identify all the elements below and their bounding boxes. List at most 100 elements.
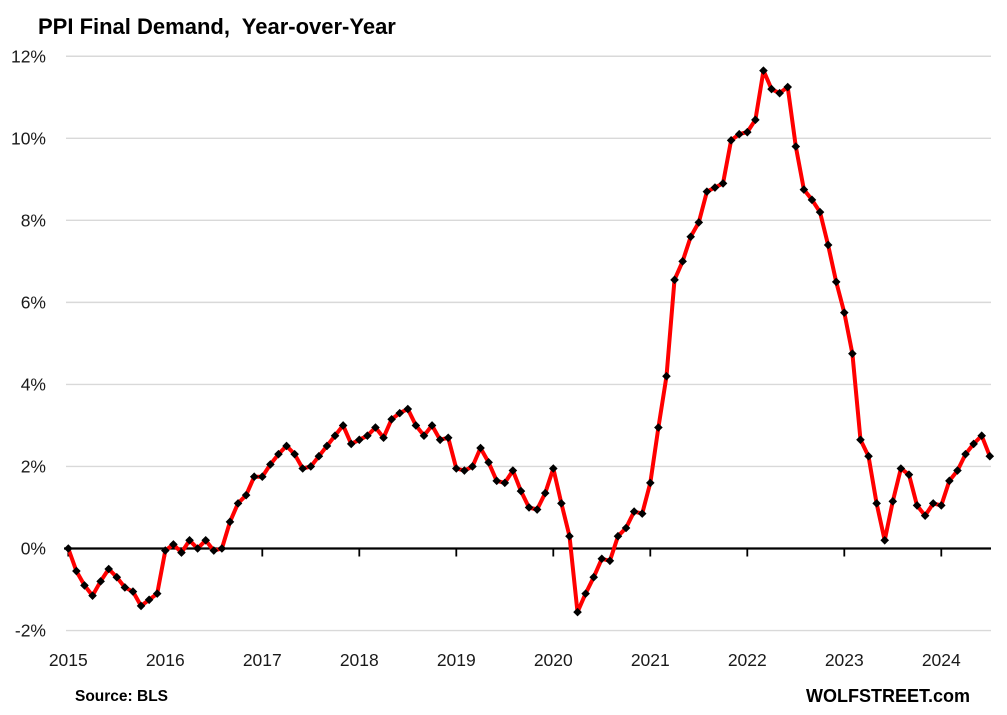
data-marker xyxy=(419,431,429,440)
data-marker xyxy=(751,115,760,125)
data-marker xyxy=(233,499,243,508)
data-marker xyxy=(872,499,881,508)
data-marker xyxy=(96,577,105,586)
data-marker xyxy=(225,517,235,527)
data-marker xyxy=(306,462,316,471)
data-marker xyxy=(936,501,946,510)
data-marker xyxy=(257,472,267,482)
data-marker xyxy=(557,499,566,508)
data-marker xyxy=(516,486,526,496)
data-marker xyxy=(403,404,413,414)
data-marker xyxy=(888,497,898,506)
data-marker xyxy=(451,464,461,473)
y-axis-label: 12% xyxy=(11,46,46,66)
data-marker xyxy=(759,66,768,75)
data-marker xyxy=(136,601,146,611)
y-axis-label: 4% xyxy=(21,374,46,394)
data-marker xyxy=(128,587,138,596)
data-marker xyxy=(726,136,736,145)
x-axis-label: 2015 xyxy=(49,650,88,670)
data-marker xyxy=(152,589,162,598)
x-axis-labels: 2015 2016 2017 2018 2019 2020 2021 2022 2023 2024 xyxy=(49,650,961,670)
data-marker xyxy=(427,421,437,430)
data-marker xyxy=(565,531,574,541)
data-marker xyxy=(274,449,283,459)
data-marker xyxy=(912,501,922,510)
gridlines xyxy=(66,55,991,632)
data-marker xyxy=(411,421,421,430)
data-marker xyxy=(985,451,995,461)
data-marker xyxy=(484,458,493,467)
data-marker xyxy=(775,88,784,98)
x-axis-label: 2018 xyxy=(340,650,379,670)
y-axis-label: 6% xyxy=(21,292,46,312)
data-marker xyxy=(201,535,211,545)
data-marker xyxy=(443,433,453,443)
data-marker xyxy=(540,488,550,498)
data-marker xyxy=(354,435,364,445)
data-marker xyxy=(807,195,817,205)
data-marker xyxy=(605,556,615,566)
data-marker xyxy=(217,544,227,553)
data-marker xyxy=(112,572,122,582)
data-marker xyxy=(864,451,873,461)
data-marker xyxy=(678,257,687,266)
data-marker xyxy=(815,207,825,217)
data-marker xyxy=(241,490,251,500)
data-marker xyxy=(920,511,930,520)
data-marker xyxy=(548,464,558,473)
y-axis-labels: -2% 0% 2% 4% 6% 8% 10% 12% xyxy=(11,46,46,640)
data-marker xyxy=(767,84,776,94)
data-marker xyxy=(88,591,97,600)
data-marker xyxy=(468,462,477,471)
x-axis-label: 2024 xyxy=(922,650,961,670)
data-marker xyxy=(209,546,219,555)
data-marker xyxy=(670,275,679,285)
data-marker xyxy=(395,408,405,418)
data-marker xyxy=(783,82,793,92)
series-line xyxy=(66,68,992,615)
data-marker xyxy=(160,546,170,555)
data-marker xyxy=(80,581,89,590)
data-marker xyxy=(371,423,380,432)
data-marker xyxy=(532,505,542,514)
data-marker xyxy=(904,470,914,479)
data-marker xyxy=(694,218,704,227)
data-marker xyxy=(379,433,388,443)
y-axis-label: 8% xyxy=(21,210,46,230)
data-marker xyxy=(928,499,938,508)
data-marker xyxy=(193,544,202,553)
data-marker xyxy=(799,185,809,194)
data-marker xyxy=(945,476,954,486)
data-marker xyxy=(185,535,194,545)
data-marker xyxy=(961,449,970,459)
x-axis-label: 2019 xyxy=(437,650,476,670)
data-marker xyxy=(64,544,73,553)
data-marker xyxy=(144,595,154,605)
data-marker xyxy=(290,449,299,459)
chart-title: PPI Final Demand, Year-over-Year xyxy=(38,14,396,39)
x-axis-label: 2016 xyxy=(146,650,185,670)
data-marker xyxy=(298,464,308,473)
data-marker xyxy=(621,523,631,533)
data-marker xyxy=(718,179,728,188)
data-marker xyxy=(120,583,130,592)
data-marker xyxy=(581,589,590,598)
data-marker xyxy=(338,421,348,430)
data-marker xyxy=(831,277,841,287)
data-marker xyxy=(524,503,534,512)
y-axis-label: 2% xyxy=(21,456,46,476)
data-marker xyxy=(662,371,671,381)
data-marker xyxy=(734,129,744,139)
data-marker xyxy=(645,478,655,488)
series-markers xyxy=(64,66,995,617)
watermark-wolfstreet: WOLFSTREET.com xyxy=(805,686,970,706)
data-marker xyxy=(363,431,372,440)
data-marker xyxy=(72,566,81,576)
data-marker xyxy=(435,435,445,445)
data-marker xyxy=(104,564,114,574)
data-marker xyxy=(330,431,340,440)
data-marker xyxy=(710,183,720,192)
data-marker xyxy=(702,187,712,196)
